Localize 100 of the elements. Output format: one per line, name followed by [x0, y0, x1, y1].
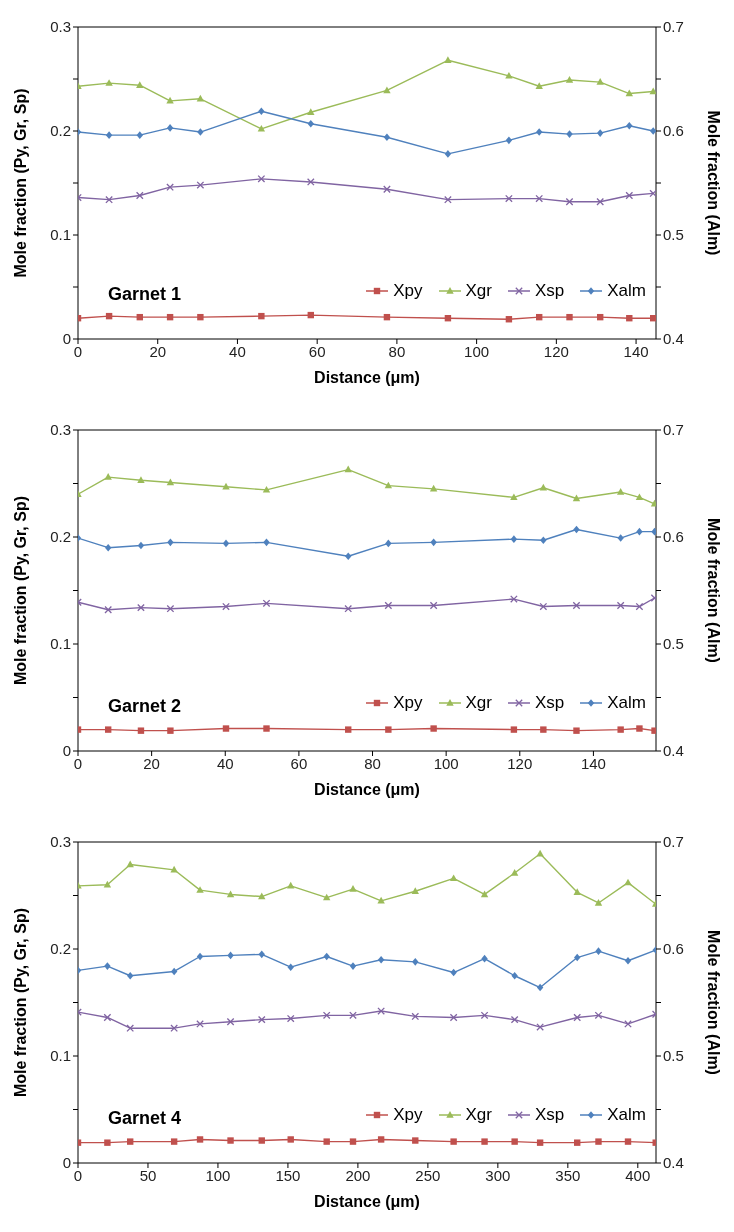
x-tick-label: 40: [229, 342, 246, 360]
legend-label: Xsp: [534, 693, 565, 713]
y-axis-title: Mole fraction (Py, Gr, Sp): [11, 495, 29, 686]
x-tick-label: 40: [216, 754, 234, 772]
point: [135, 191, 144, 200]
point: [104, 473, 112, 480]
point: [227, 951, 234, 960]
y2-tick-label: 0.7: [663, 421, 684, 439]
y2-axis-title: Mole fraction (Alm): [705, 518, 723, 663]
y-tick-label: 0.2: [50, 940, 71, 958]
point: [444, 195, 452, 204]
point: [505, 71, 513, 79]
point: [377, 1136, 385, 1143]
y2-tick-label: 0.4: [663, 1154, 684, 1172]
y2-axis-title: Mole fraction (Alm): [705, 930, 723, 1075]
point: [104, 543, 112, 552]
point: [594, 1011, 603, 1020]
point: [287, 1136, 294, 1143]
point: [636, 527, 643, 536]
x-tick-label: 80: [364, 754, 381, 772]
point: [449, 1013, 458, 1022]
y2-tick-label: 0.6: [663, 528, 684, 546]
legend-label: Xgr: [465, 281, 492, 301]
y2-tick-label: 0.5: [663, 226, 684, 244]
x-tick-label: 20: [149, 342, 167, 360]
y-tick-label: 0.1: [50, 226, 71, 244]
point: [651, 727, 656, 734]
point: [430, 538, 437, 547]
x-tick-label: 150: [275, 1166, 301, 1184]
point: [539, 602, 548, 611]
point: [596, 129, 604, 137]
point: [635, 602, 644, 611]
point: [450, 968, 457, 977]
point: [104, 962, 111, 970]
point: [566, 313, 573, 321]
point: [262, 485, 271, 493]
point: [573, 525, 580, 534]
annotation: Garnet 4: [108, 1108, 182, 1129]
point: [258, 312, 265, 320]
x-tick-label: 140: [623, 342, 649, 360]
point: [540, 536, 547, 545]
point: [596, 78, 604, 85]
legend-label: Xpy: [393, 281, 423, 301]
point: [511, 1138, 518, 1145]
x-tick-label: 350: [555, 1166, 581, 1184]
point: [137, 727, 145, 734]
point: [573, 727, 580, 734]
point: [226, 1017, 235, 1026]
point: [137, 541, 145, 550]
y2-tick-label: 0.7: [663, 18, 684, 36]
x-tick-label: 300: [485, 1166, 511, 1184]
point: [167, 727, 174, 734]
point: [565, 197, 574, 206]
y2-tick-label: 0.4: [663, 330, 684, 348]
point: [510, 595, 518, 603]
point: [510, 1015, 519, 1024]
point: [412, 958, 419, 966]
point: [263, 725, 270, 732]
point: [222, 602, 230, 611]
point: [594, 898, 603, 906]
point: [126, 1024, 135, 1033]
point: [307, 119, 314, 128]
point: [105, 131, 113, 139]
point: [411, 1012, 420, 1021]
point: [167, 538, 174, 547]
x-tick-label: 0: [73, 754, 83, 772]
point: [170, 1138, 178, 1145]
point: [650, 127, 656, 135]
point: [349, 1138, 357, 1145]
point: [574, 953, 581, 962]
point: [222, 539, 230, 548]
legend-label: Xalm: [607, 281, 646, 301]
point: [481, 1138, 488, 1145]
point: [617, 534, 624, 542]
y2-tick-label: 0.6: [663, 122, 684, 140]
annotation: Garnet 1: [108, 284, 182, 305]
point: [572, 601, 581, 610]
x-axis-title: Distance (μm): [314, 369, 420, 386]
point: [430, 725, 437, 732]
point: [105, 195, 113, 204]
point: [510, 493, 518, 501]
y-tick-label: 0.2: [50, 528, 71, 546]
point: [287, 963, 294, 971]
x-tick-label: 0: [73, 1166, 83, 1184]
point: [196, 1136, 204, 1143]
point: [635, 493, 644, 501]
point: [385, 539, 392, 548]
point: [323, 1138, 330, 1145]
point: [444, 150, 452, 158]
x-axis-title: Distance (μm): [314, 781, 420, 798]
point: [450, 1138, 457, 1145]
point: [480, 1011, 489, 1020]
x-tick-label: 120: [543, 342, 569, 360]
x-tick-label: 100: [433, 754, 459, 772]
point: [287, 881, 295, 889]
x-tick-label: 250: [415, 1166, 441, 1184]
point: [429, 484, 438, 492]
point: [573, 1013, 582, 1022]
legend-label: Xalm: [607, 693, 646, 713]
point: [412, 1137, 419, 1144]
